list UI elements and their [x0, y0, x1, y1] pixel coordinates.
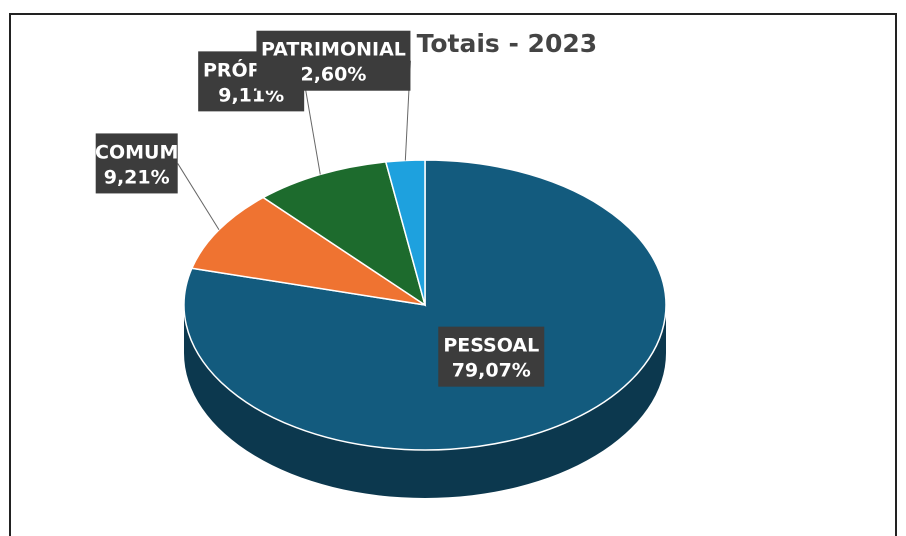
label-category-pessoal: PESSOAL: [443, 335, 539, 357]
leader-proprio: [303, 81, 321, 175]
data-labels: PESSOAL79,07%COMUM9,21%PRÓPRIO9,11%PATRI…: [95, 30, 545, 387]
label-category-comum: COMUM: [95, 141, 178, 163]
slice-pessoal: [183, 159, 667, 451]
label-box-patrimonial: [256, 30, 411, 91]
slice-patrimonial: [384, 159, 426, 306]
label-value-comum: 9,21%: [104, 166, 170, 188]
label-value-patrimonial: 2,60%: [300, 64, 366, 86]
slice-side-pessoal: [184, 305, 666, 498]
pie-depth: [184, 305, 666, 498]
pie-top: [183, 159, 667, 451]
label-box-comum: [95, 133, 178, 194]
slice-comum: [190, 196, 426, 306]
leader-comum: [177, 163, 220, 231]
slice-proprio: [261, 161, 427, 307]
label-value-pessoal: 79,07%: [452, 360, 531, 382]
label-category-patrimonial: PATRIMONIAL: [261, 39, 406, 61]
label-box-pessoal: [438, 326, 545, 387]
